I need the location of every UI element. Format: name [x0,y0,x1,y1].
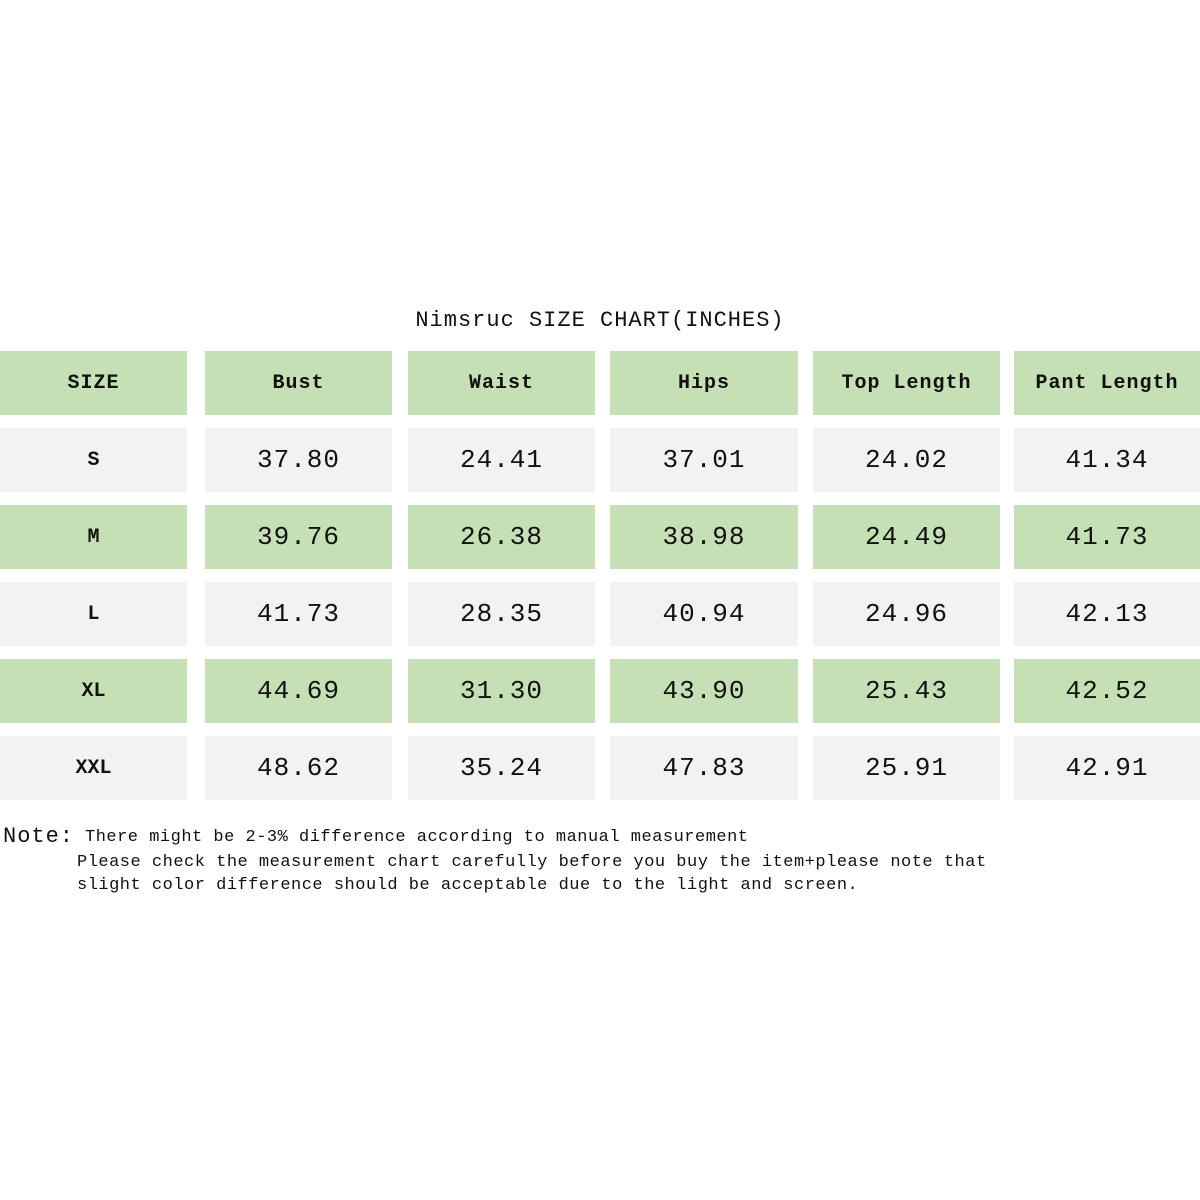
size-cell: L [0,582,187,646]
size-cell: M [0,505,187,569]
measure-cell: 24.49 [813,505,1000,569]
measure-cell: 31.30 [408,659,595,723]
measure-cell: 41.73 [1014,505,1200,569]
note-label: Note: [3,824,75,849]
measure-cell: 24.96 [813,582,1000,646]
header-cell: Bust [205,351,392,415]
size-cell: XL [0,659,187,723]
size-cell: S [0,428,187,492]
measure-cell: 48.62 [205,736,392,800]
measure-cell: 42.52 [1014,659,1200,723]
measure-cell: 41.34 [1014,428,1200,492]
measure-cell: 25.43 [813,659,1000,723]
note-line: slight color difference should be accept… [77,876,859,895]
note-line: Please check the measurement chart caref… [77,853,987,872]
measure-cell: 42.13 [1014,582,1200,646]
measure-cell: 26.38 [408,505,595,569]
size-cell: XXL [0,736,187,800]
measure-cell: 37.80 [205,428,392,492]
measure-cell: 35.24 [408,736,595,800]
header-cell: Pant Length [1014,351,1200,415]
measure-cell: 40.94 [610,582,798,646]
measure-cell: 44.69 [205,659,392,723]
measure-cell: 43.90 [610,659,798,723]
chart-title: Nimsruc SIZE CHART(INCHES) [415,308,785,333]
header-cell: SIZE [0,351,187,415]
measure-cell: 41.73 [205,582,392,646]
header-cell: Top Length [813,351,1000,415]
header-cell: Hips [610,351,798,415]
header-cell: Waist [408,351,595,415]
measure-cell: 47.83 [610,736,798,800]
measure-cell: 24.41 [408,428,595,492]
measure-cell: 42.91 [1014,736,1200,800]
measure-cell: 39.76 [205,505,392,569]
measure-cell: 24.02 [813,428,1000,492]
measure-cell: 25.91 [813,736,1000,800]
measure-cell: 37.01 [610,428,798,492]
measure-cell: 38.98 [610,505,798,569]
measure-cell: 28.35 [408,582,595,646]
note-line: There might be 2-3% difference according… [85,828,749,847]
